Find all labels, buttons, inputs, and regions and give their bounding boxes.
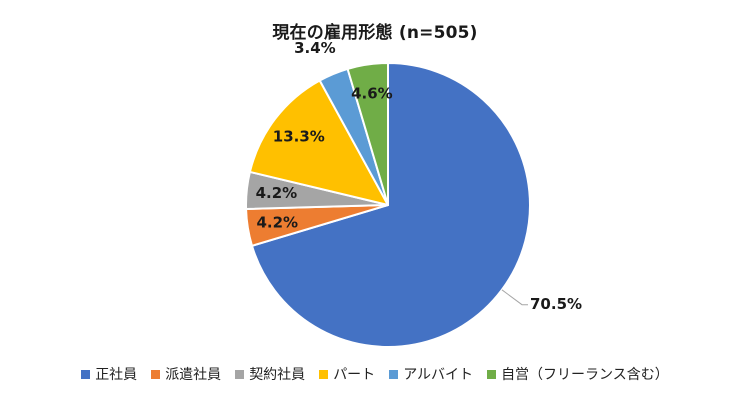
legend-item-arbeit: アルバイト <box>389 364 473 384</box>
legend-swatch-regular-employee <box>81 369 91 379</box>
chart-title: 現在の雇用形態 (n=505) <box>272 23 478 43</box>
legend-label-regular-employee: 正社員 <box>95 367 138 383</box>
legend-item-part-time: パート <box>319 364 375 384</box>
legend-label-dispatch-employee: 派遣社員 <box>165 367 222 383</box>
legend-item-contract-employee: 契約社員 <box>235 364 305 384</box>
data-label-arbeit: 3.4% <box>294 39 336 57</box>
legend-item-self-employed: 自営（フリーランス含む） <box>487 364 669 384</box>
leader-lines <box>501 289 528 306</box>
legend-item-dispatch-employee: 派遣社員 <box>151 364 221 384</box>
legend-label-part-time: パート <box>333 367 376 383</box>
data-label-self-employed: 4.6% <box>351 85 393 103</box>
legend-label-arbeit: アルバイト <box>403 367 474 383</box>
legend-swatch-self-employed <box>487 369 497 379</box>
data-label-regular-employee: 70.5% <box>530 295 582 313</box>
legend-swatch-dispatch-employee <box>151 369 161 379</box>
pie-slice-regular-employee <box>250 62 531 348</box>
legend-label-self-employed: 自営（フリーランス含む） <box>501 367 669 383</box>
chart-legend: 正社員 派遣社員 契約社員 パート アルバイト 自営（フリーランス含む） <box>0 364 750 384</box>
data-label-dispatch-employee: 4.2% <box>256 213 298 231</box>
data-label-part-time: 13.3% <box>273 127 325 145</box>
legend-item-regular-employee: 正社員 <box>81 364 137 384</box>
data-labels: 70.5% 4.2% 4.2% 13.3% 3.4% 4.6% <box>256 39 582 313</box>
legend-label-contract-employee: 契約社員 <box>249 367 306 383</box>
data-label-contract-employee: 4.2% <box>256 184 298 202</box>
legend-swatch-arbeit <box>389 369 399 379</box>
leader-line-regular-employee <box>501 289 528 306</box>
legend-swatch-part-time <box>319 369 329 379</box>
pie-slice-part-time <box>248 79 389 206</box>
pie-slice-self-employed <box>346 62 389 206</box>
pie-slices <box>245 62 531 348</box>
legend-swatch-contract-employee <box>235 369 245 379</box>
